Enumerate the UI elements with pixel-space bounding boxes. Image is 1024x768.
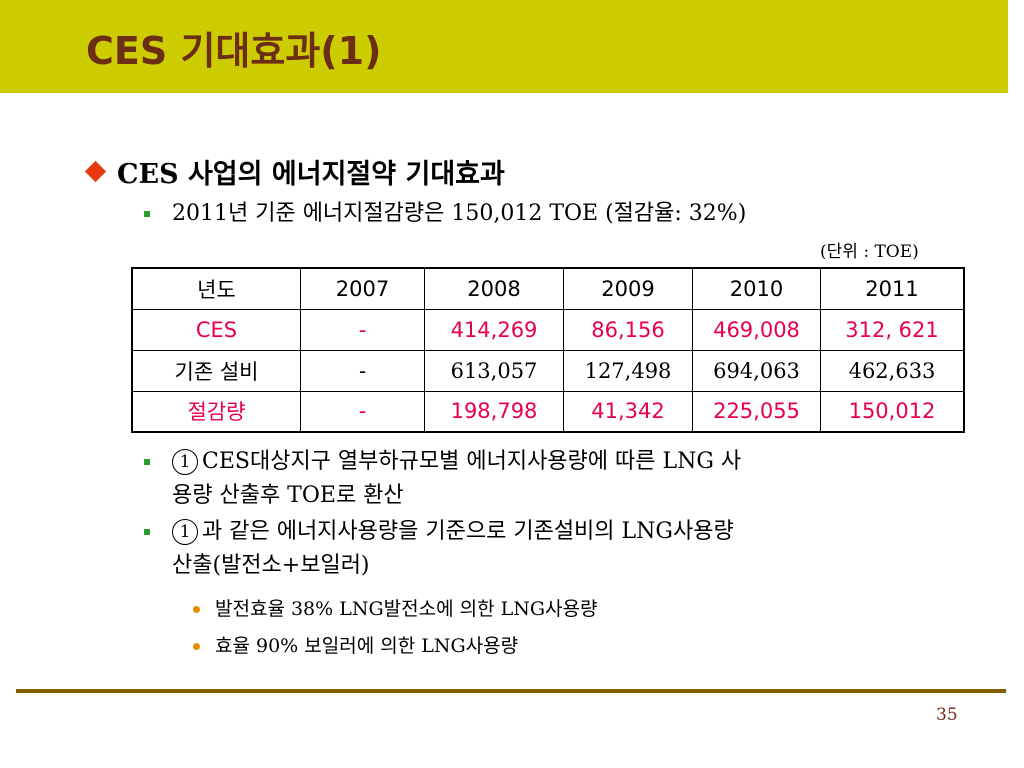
diamond-bullet-icon	[84, 160, 107, 183]
table-cell: 312, 621	[820, 308, 965, 351]
square-bullet-icon	[144, 529, 150, 535]
table-cell: -	[300, 308, 425, 351]
dot-bullet-icon	[193, 606, 200, 613]
table-cell: 414,269	[424, 308, 564, 351]
note1-line1: 1 CES대상지구 열부하규모별 에너지사용량에 따른 LNG 사	[172, 446, 741, 477]
row-label: CES	[131, 308, 301, 351]
footer-divider	[16, 689, 1006, 693]
table-cell: 150,012	[820, 390, 965, 433]
table-row: 절감량 - 198,798 41,342 225,055 150,012	[131, 390, 965, 433]
header-cell: 년도	[131, 267, 301, 310]
note1-text: CES대상지구 열부하규모별 에너지사용량에 따른 LNG 사	[202, 449, 742, 474]
table-row: CES - 414,269 86,156 469,008 312, 621	[131, 308, 965, 351]
slide-title: CES 기대효과(1)	[86, 29, 382, 73]
square-bullet-icon	[144, 459, 150, 465]
row-label: 기존 설비	[131, 349, 301, 392]
unit-label: (단위 : TOE)	[820, 242, 919, 262]
energy-table: 년도 2007 2008 2009 2010 2011 CES - 414,26…	[131, 267, 965, 433]
title-bar	[0, 0, 1008, 93]
page-number: 35	[936, 705, 958, 725]
circled-number-icon: 1	[172, 519, 198, 545]
header-cell: 2011	[820, 267, 965, 310]
dot-bullet-icon	[193, 643, 200, 650]
note2-line2: 산출(발전소+보일러)	[172, 553, 370, 578]
header-cell: 2007	[300, 267, 425, 310]
sub-bullet-2: 효율 90% 보일러에 의한 LNG사용량	[215, 635, 519, 657]
circled-number-icon: 1	[172, 449, 198, 475]
table-cell: -	[300, 349, 425, 392]
table-cell: 86,156	[563, 308, 693, 351]
table-header-row: 년도 2007 2008 2009 2010 2011	[131, 267, 965, 310]
table-cell: 462,633	[820, 349, 965, 392]
table-cell: 41,342	[563, 390, 693, 433]
row-label: 절감량	[131, 390, 301, 433]
header-cell: 2009	[563, 267, 693, 310]
table-cell: 469,008	[692, 308, 821, 351]
table-cell: 613,057	[424, 349, 564, 392]
header-cell: 2010	[692, 267, 821, 310]
summary-text: 2011년 기준 에너지절감량은 150,012 TOE (절감율: 32%)	[172, 201, 747, 226]
table-cell: 127,498	[563, 349, 693, 392]
table-row: 기존 설비 - 613,057 127,498 694,063 462,633	[131, 349, 965, 392]
table-cell: 225,055	[692, 390, 821, 433]
main-heading: CES 사업의 에너지절약 기대효과	[117, 159, 505, 190]
header-cell: 2008	[424, 267, 564, 310]
table-cell: 198,798	[424, 390, 564, 433]
table-cell: -	[300, 390, 425, 433]
table-cell: 694,063	[692, 349, 821, 392]
sub-bullet-1: 발전효율 38% LNG발전소에 의한 LNG사용량	[215, 598, 598, 620]
square-bullet-icon	[144, 211, 150, 217]
note2-text: 과 같은 에너지사용량을 기준으로 기존설비의 LNG사용량	[202, 519, 734, 544]
note1-line2: 용량 산출후 TOE로 환산	[172, 483, 404, 508]
main-bullet: CES 사업의 에너지절약 기대효과	[84, 152, 505, 191]
